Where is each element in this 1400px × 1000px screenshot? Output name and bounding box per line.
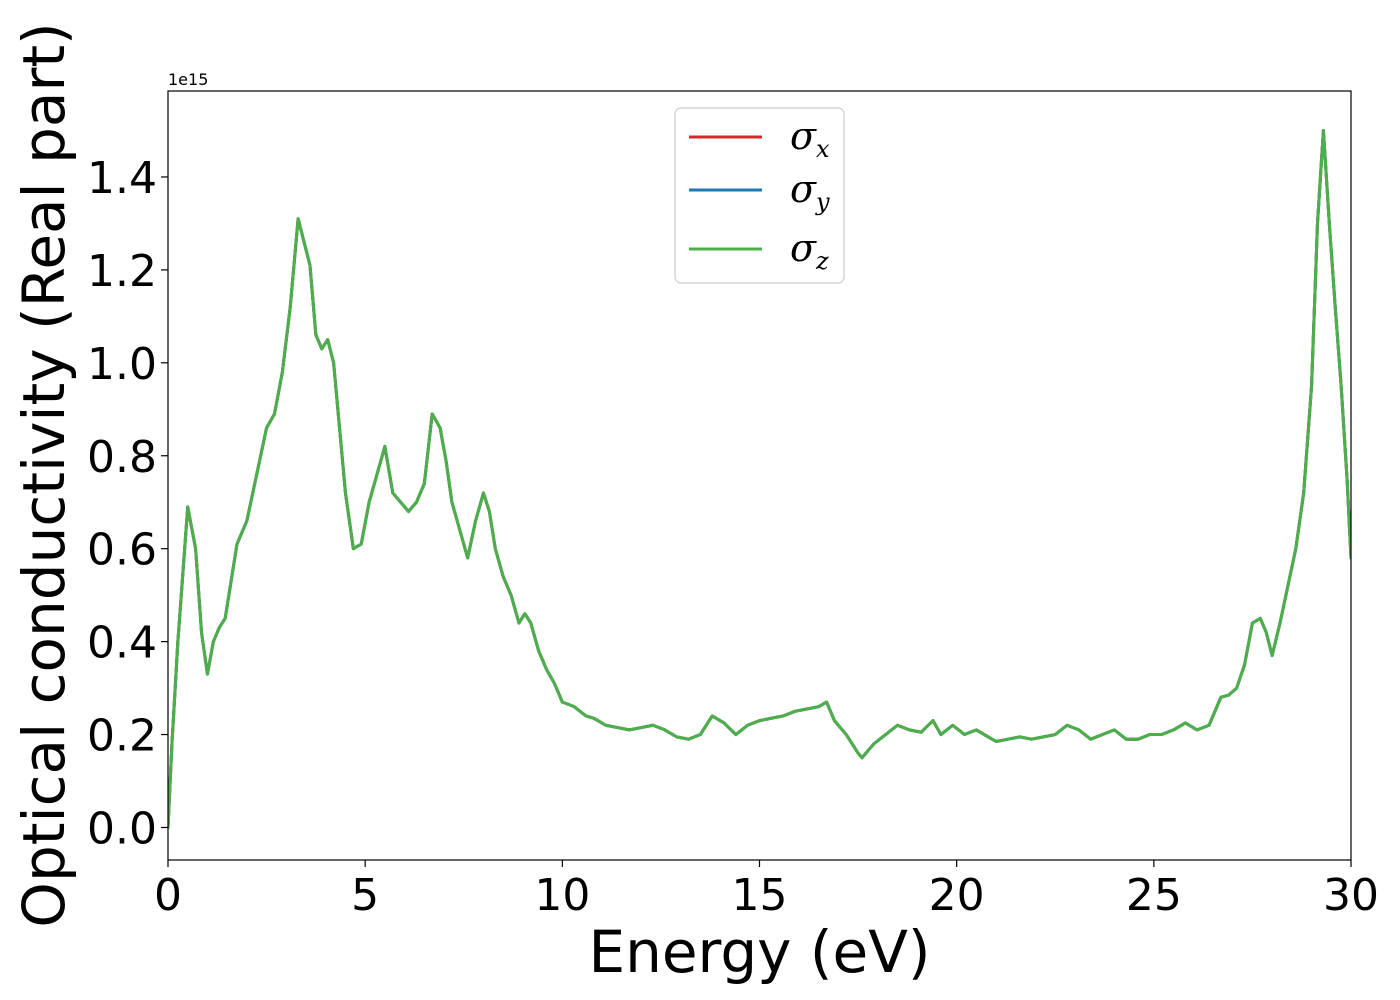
series-line-z	[168, 129, 1351, 829]
x-tick-label: 5	[351, 870, 379, 921]
y-tick-label: 1.2	[87, 246, 157, 297]
y-offset-label: 1e15	[168, 70, 208, 89]
y-tick-label: 0.4	[87, 618, 157, 669]
y-axis-title: Optical conductivity (Real part)	[10, 22, 78, 927]
legend-label-x: σx	[790, 114, 830, 163]
x-tick-label: 10	[534, 870, 590, 921]
x-tick-label: 25	[1126, 870, 1182, 921]
y-tick-label: 1.4	[87, 153, 157, 204]
plot-area	[167, 90, 1352, 861]
x-tick-label: 20	[929, 870, 985, 921]
x-tick-label: 15	[732, 870, 788, 921]
x-axis: 0 5 10 15 20 25 30	[154, 860, 1379, 921]
y-tick-label: 1.0	[87, 339, 157, 390]
series-layer	[168, 129, 1351, 829]
y-axis: 0.0 0.2 0.4 0.6 0.8 1.0 1.2 1.4	[87, 153, 168, 854]
y-tick-label: 0.6	[87, 525, 157, 576]
x-tick-label: 0	[154, 870, 182, 921]
y-tick-label: 0.8	[87, 432, 157, 483]
x-tick-label: 30	[1323, 870, 1379, 921]
legend-label-z: σz	[790, 226, 829, 275]
x-axis-title: Energy (eV)	[588, 918, 930, 986]
legend-box	[674, 107, 845, 284]
y-tick-label: 0.0	[87, 803, 157, 854]
legend-label-y: σy	[790, 167, 830, 216]
y-tick-label: 0.2	[87, 711, 157, 762]
